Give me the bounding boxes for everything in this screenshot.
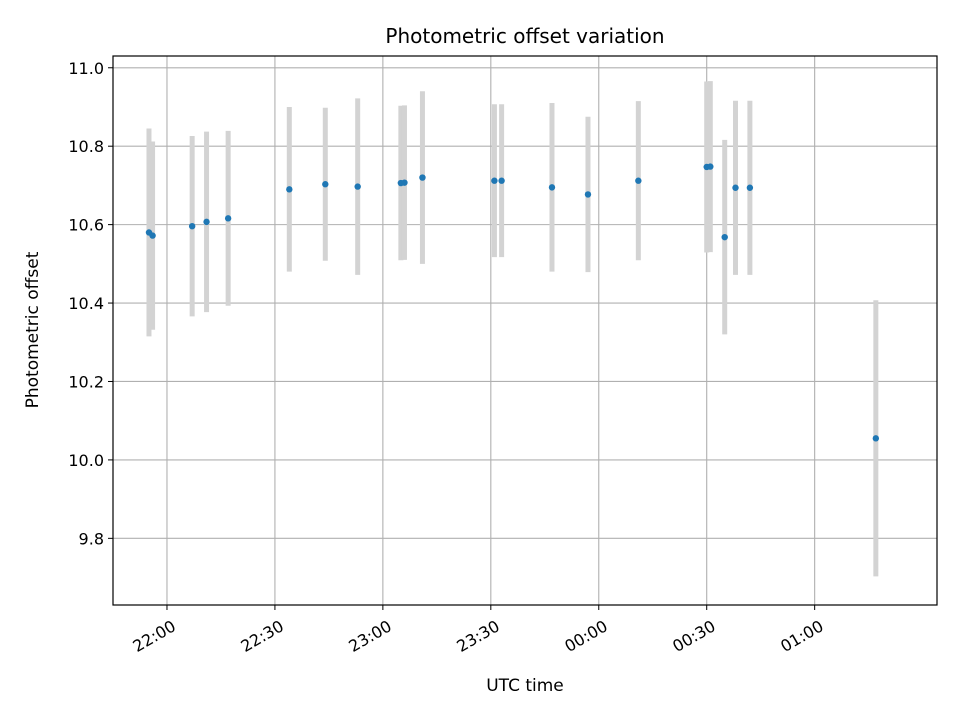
data-point — [419, 174, 426, 181]
data-point — [746, 184, 754, 191]
y-tick-label: 10.4 — [68, 294, 104, 313]
x-axis-label: UTC time — [486, 676, 564, 696]
data-point — [584, 191, 592, 198]
data-point — [491, 177, 498, 184]
data-point — [188, 222, 196, 230]
y-tick-label: 10.2 — [68, 372, 104, 391]
y-tick-label: 10.6 — [68, 216, 104, 235]
data-point — [732, 184, 739, 191]
data-point — [635, 177, 642, 184]
plot-frame — [112, 55, 938, 606]
y-tick-label: 11.0 — [68, 59, 104, 78]
chart-title: Photometric offset variation — [385, 24, 664, 48]
data-points — [145, 163, 880, 442]
data-point — [548, 184, 556, 191]
y-tick-label: 10.0 — [68, 451, 104, 470]
data-point — [322, 181, 329, 188]
data-point — [707, 163, 714, 170]
data-point — [354, 183, 361, 190]
data-point — [498, 177, 505, 184]
data-point — [149, 232, 156, 239]
y-axis-ticks: 9.8 10.0 10.2 10.4 10.6 10.8 11.0 — [68, 59, 113, 548]
data-point — [721, 233, 728, 241]
y-tick-label: 10.8 — [68, 137, 104, 156]
data-point — [203, 218, 210, 226]
data-point — [872, 435, 880, 442]
data-point — [286, 186, 293, 193]
data-point — [401, 179, 408, 186]
y-tick-label: 9.8 — [79, 529, 104, 548]
y-axis-label: Photometric offset — [23, 251, 43, 408]
data-point — [224, 215, 232, 222]
